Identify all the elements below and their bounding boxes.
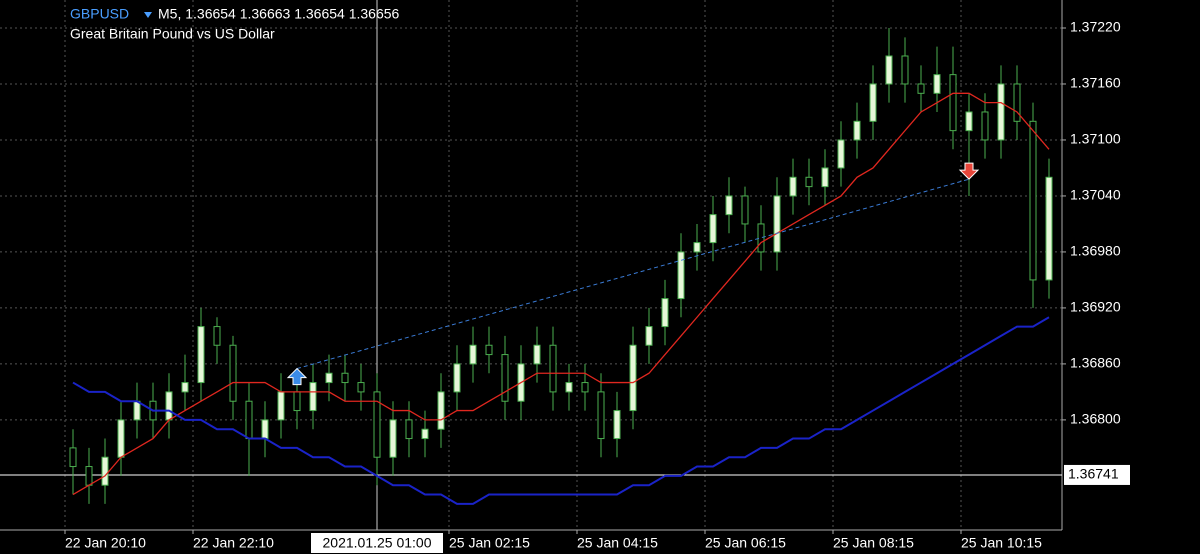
candle-body bbox=[933, 74, 941, 94]
candle-body bbox=[277, 391, 285, 421]
candle-body bbox=[469, 344, 477, 365]
candle-body bbox=[421, 428, 429, 440]
y-tick-label: 1.37160 bbox=[1070, 75, 1121, 91]
candle-body bbox=[197, 326, 205, 384]
candle-body bbox=[805, 176, 813, 188]
candle-body bbox=[693, 242, 701, 253]
candle-body bbox=[437, 391, 445, 430]
candle-body bbox=[837, 139, 845, 169]
candle-body bbox=[85, 466, 93, 486]
candle-body bbox=[581, 382, 589, 393]
candle-body bbox=[709, 214, 717, 244]
moving-average bbox=[72, 92, 1050, 496]
sell-arrow bbox=[958, 162, 980, 180]
candle-body bbox=[341, 372, 349, 384]
candle-body bbox=[533, 344, 541, 365]
x-tick-label: 22 Jan 22:10 bbox=[193, 535, 274, 551]
dropdown-icon bbox=[144, 12, 152, 18]
candle-body bbox=[485, 344, 493, 356]
candle-body bbox=[773, 195, 781, 253]
candle-body bbox=[165, 391, 173, 421]
candle-body bbox=[501, 354, 509, 402]
candle-body bbox=[69, 447, 77, 468]
crosshair-label-box bbox=[311, 533, 443, 553]
y-tick-label: 1.37040 bbox=[1070, 187, 1121, 203]
current-price-box bbox=[1064, 464, 1130, 485]
candle-body bbox=[293, 391, 301, 412]
candle-body bbox=[741, 195, 749, 225]
candle-body bbox=[565, 382, 573, 393]
x-tick-label: 25 Jan 02:15 bbox=[449, 535, 530, 551]
candle-body bbox=[101, 456, 109, 486]
y-tick-label: 1.36860 bbox=[1070, 355, 1121, 371]
candle-body bbox=[613, 410, 621, 440]
grid-layer bbox=[0, 0, 1062, 530]
candle-body bbox=[405, 419, 413, 440]
candle-body bbox=[645, 326, 653, 346]
candle-body bbox=[949, 74, 957, 132]
x-tick-label: 22 Jan 20:10 bbox=[65, 535, 146, 551]
candle-body bbox=[245, 400, 253, 440]
x-tick-label: 25 Jan 08:15 bbox=[833, 535, 914, 551]
candle-body bbox=[901, 55, 909, 85]
candle-body bbox=[453, 363, 461, 393]
candle-body bbox=[117, 419, 125, 458]
candle-body bbox=[1045, 176, 1053, 281]
symbol: GBPUSD bbox=[70, 6, 129, 22]
candle-body bbox=[869, 83, 877, 122]
buy-arrow bbox=[286, 367, 308, 386]
chart-title: Great Britain Pound vs US Dollar bbox=[70, 26, 275, 42]
candle-body bbox=[789, 176, 797, 197]
candle-body bbox=[181, 382, 189, 393]
candle-body bbox=[917, 83, 925, 94]
y-tick-label: 1.37100 bbox=[1070, 131, 1121, 147]
candle-body bbox=[981, 111, 989, 141]
candle-body bbox=[597, 391, 605, 440]
candle-body bbox=[325, 372, 333, 384]
crosshair-label: 2021.01.25 01:00 bbox=[323, 535, 432, 551]
x-tick-label: 25 Jan 06:15 bbox=[705, 535, 786, 551]
candle-body bbox=[757, 223, 765, 253]
x-tick-label: 25 Jan 10:15 bbox=[961, 535, 1042, 551]
candle-body bbox=[629, 344, 637, 412]
candle-body bbox=[389, 419, 397, 458]
candle-body bbox=[1029, 120, 1037, 281]
candle-body bbox=[965, 111, 973, 132]
candle-body bbox=[997, 83, 1005, 141]
candle-body bbox=[133, 400, 141, 421]
candle-body bbox=[661, 298, 669, 328]
trade-line bbox=[296, 178, 970, 370]
moving-average bbox=[72, 316, 1050, 505]
candle-body bbox=[1013, 83, 1021, 122]
candle-body bbox=[853, 120, 861, 141]
candle-body bbox=[213, 326, 221, 346]
y-tick-label: 1.37220 bbox=[1070, 19, 1121, 35]
quote-info: M5, 1.36654 1.36663 1.36654 1.36656 bbox=[158, 6, 400, 22]
candle-body bbox=[261, 419, 269, 440]
candle-body bbox=[821, 167, 829, 188]
x-tick-label: 25 Jan 04:15 bbox=[577, 535, 658, 551]
y-tick-label: 1.36920 bbox=[1070, 299, 1121, 315]
y-tick-label: 1.36980 bbox=[1070, 243, 1121, 259]
current-price-label: 1.36741 bbox=[1068, 466, 1119, 482]
candle-body bbox=[549, 344, 557, 393]
candle-body bbox=[677, 251, 685, 300]
candle-body bbox=[373, 391, 381, 458]
candle-body bbox=[885, 55, 893, 85]
candle-body bbox=[309, 382, 317, 412]
candle-body bbox=[229, 344, 237, 402]
y-tick-label: 1.36800 bbox=[1070, 411, 1121, 427]
candle-body bbox=[725, 195, 733, 216]
candle-body bbox=[357, 382, 365, 393]
